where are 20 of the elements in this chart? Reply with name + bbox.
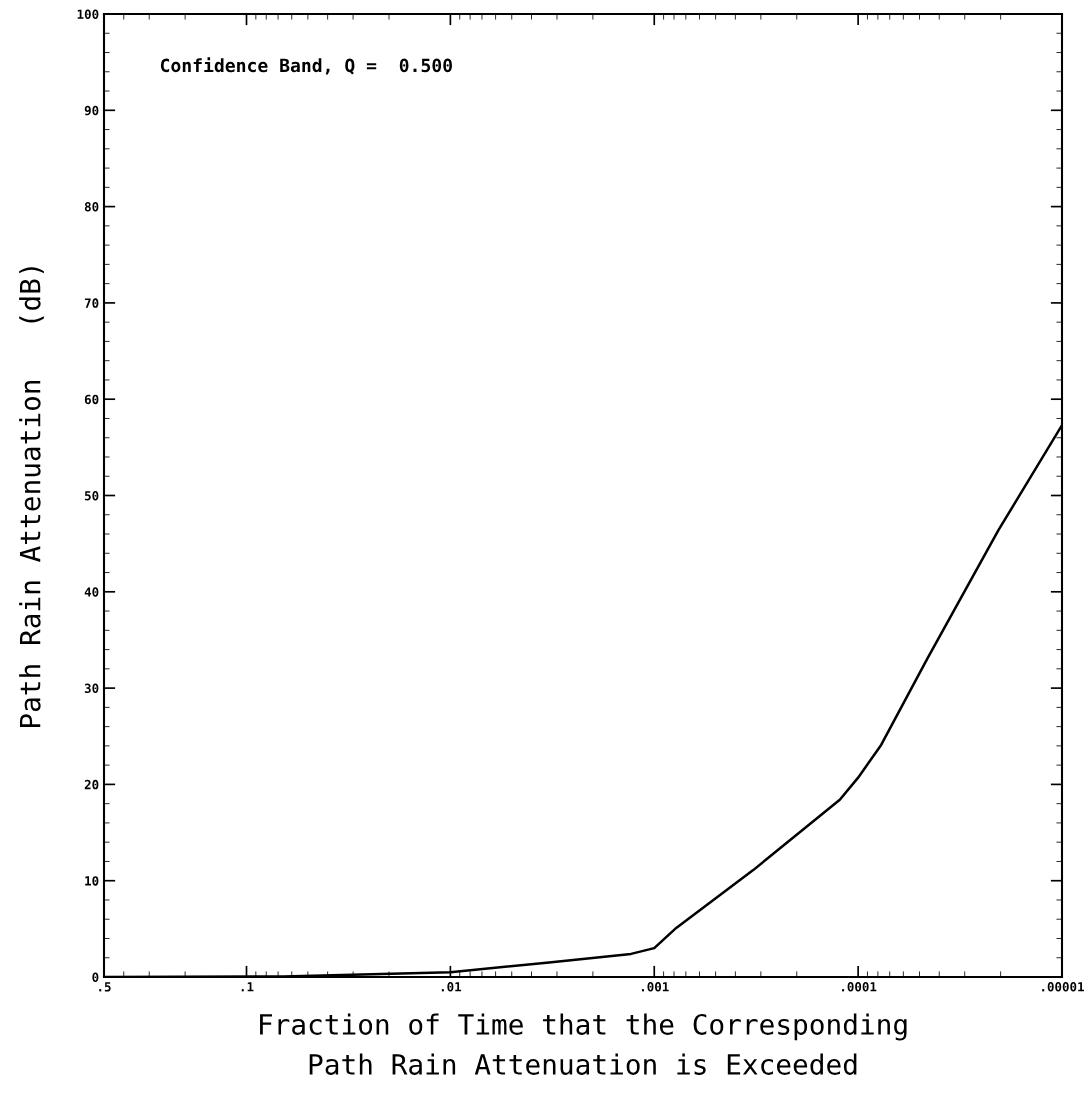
x-tick-label: .5 [99, 982, 111, 992]
y-tick-label: 100 [77, 9, 99, 19]
y-tick-label: 20 [84, 779, 99, 790]
y-tick-label: 80 [84, 202, 99, 212]
y-tick-label: 0 [92, 972, 99, 982]
annotation: Confidence Band, Q = 0.500 [160, 57, 452, 75]
y-tick-label: 40 [84, 587, 99, 597]
y-tick-label: 30 [84, 683, 99, 694]
x-tick-label: .1 [241, 982, 254, 992]
y-tick-label: 90 [84, 105, 99, 116]
y-tick-label: 10 [85, 876, 99, 886]
x-tick-label: .00001 [1042, 982, 1084, 992]
y-axis-title: Path Rain Attenuation (dB) [19, 267, 44, 727]
x-tick-label: .0001 [842, 982, 877, 992]
y-tick-label: 50 [84, 490, 99, 501]
y-tick-label: 60 [84, 394, 99, 405]
x-tick-label: .001 [641, 982, 669, 992]
x-axis-title: Fraction of Time that the Corresponding Path Rain Attenuation is Exceeded [260, 1013, 907, 1075]
x-tick-label: .01 [441, 982, 462, 992]
y-tick-label: 70 [84, 298, 99, 308]
